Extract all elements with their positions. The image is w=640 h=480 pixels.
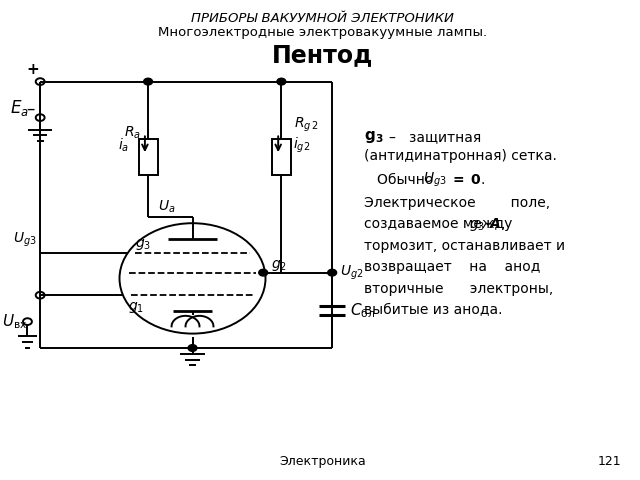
Text: $g_2$: $g_2$ [271,258,287,273]
Bar [138,139,157,175]
Text: тормозит, останавливает и: тормозит, останавливает и [364,239,565,253]
Text: $i_{g2}$: $i_{g2}$ [292,136,310,155]
Text: $R_a$: $R_a$ [124,124,141,141]
Text: $\boldsymbol{= \; 0}$.: $\boldsymbol{= \; 0}$. [449,173,485,187]
Text: $U_a$: $U_a$ [158,198,176,215]
Text: создаваемое между: создаваемое между [364,217,516,231]
Circle shape [143,78,152,85]
Text: $i_a$: $i_a$ [118,137,129,154]
Text: возвращает    на    анод: возвращает на анод [364,260,540,275]
Text: Обычно: Обычно [376,173,437,187]
Text: $U_{\rm вх}$: $U_{\rm вх}$ [2,312,28,331]
Text: $g_3$: $g_3$ [135,237,151,252]
Text: $U_{g3}$: $U_{g3}$ [13,231,37,249]
Text: Электрическое        поле,: Электрическое поле, [364,195,550,210]
Text: $\boldsymbol{U_{g3}}$: $\boldsymbol{U_{g3}}$ [423,171,447,189]
Text: $\mathbf{g_3}$: $\mathbf{g_3}$ [364,129,383,145]
Text: –: – [26,100,34,118]
Text: (антидинатронная) сетка.: (антидинатронная) сетка. [364,149,557,164]
Text: ПРИБОРЫ ВАКУУМНОЙ ЭЛЕКТРОНИКИ: ПРИБОРЫ ВАКУУМНОЙ ЭЛЕКТРОНИКИ [191,12,454,25]
Text: $E_a$: $E_a$ [10,98,29,118]
Text: Пентод: Пентод [272,43,373,67]
Text: вторичные      электроны,: вторичные электроны, [364,282,553,296]
Circle shape [259,269,268,276]
Text: $C_{\rm бл}$: $C_{\rm бл}$ [350,301,375,320]
Text: $R_{g\,2}$: $R_{g\,2}$ [294,116,319,134]
Circle shape [328,269,337,276]
Text: 121: 121 [597,455,621,468]
Bar [272,139,291,175]
Text: $\boldsymbol{g_3}$-$\boldsymbol{A}$,: $\boldsymbol{g_3}$-$\boldsymbol{A}$, [468,216,505,233]
Text: выбитые из анода.: выбитые из анода. [364,303,502,318]
Circle shape [277,78,286,85]
Text: $U_{g2}$: $U_{g2}$ [340,264,364,282]
Circle shape [188,345,197,351]
Text: –   защитная: – защитная [389,130,481,144]
Text: +: + [26,62,39,77]
Text: $g_1$: $g_1$ [128,300,144,315]
Text: Многоэлектродные электровакуумные лампы.: Многоэлектродные электровакуумные лампы. [158,26,487,39]
Text: Электроника: Электроника [279,455,366,468]
